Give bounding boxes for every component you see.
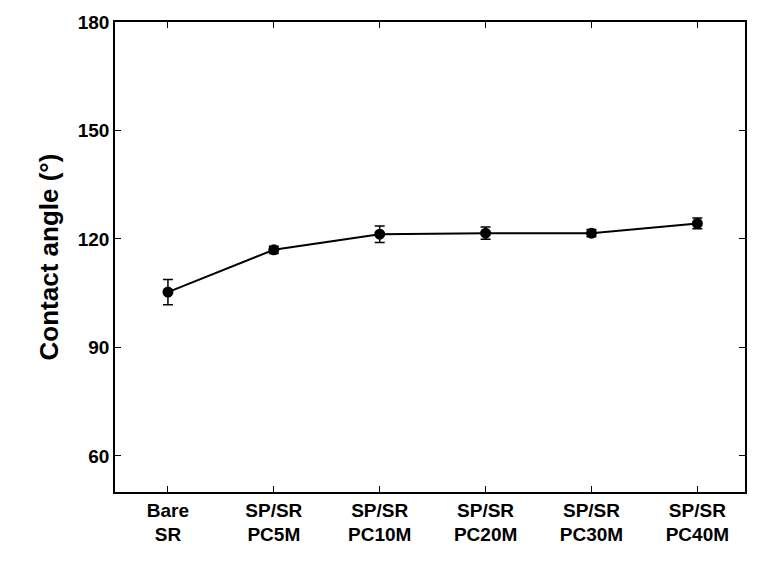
svg-text:60: 60: [88, 446, 109, 467]
svg-text:120: 120: [78, 229, 110, 250]
svg-text:BareSR: BareSR: [147, 500, 189, 546]
svg-text:150: 150: [78, 120, 110, 141]
svg-text:Contact angle (°): Contact angle (°): [34, 154, 64, 361]
svg-text:SP/SRPC20M: SP/SRPC20M: [454, 500, 517, 546]
svg-text:SP/SRPC5M: SP/SRPC5M: [245, 500, 302, 546]
svg-text:180: 180: [78, 12, 110, 33]
svg-text:SP/SRPC40M: SP/SRPC40M: [666, 500, 729, 546]
svg-text:90: 90: [88, 337, 109, 358]
svg-text:SP/SRPC30M: SP/SRPC30M: [560, 500, 623, 546]
svg-text:SP/SRPC10M: SP/SRPC10M: [348, 500, 411, 546]
